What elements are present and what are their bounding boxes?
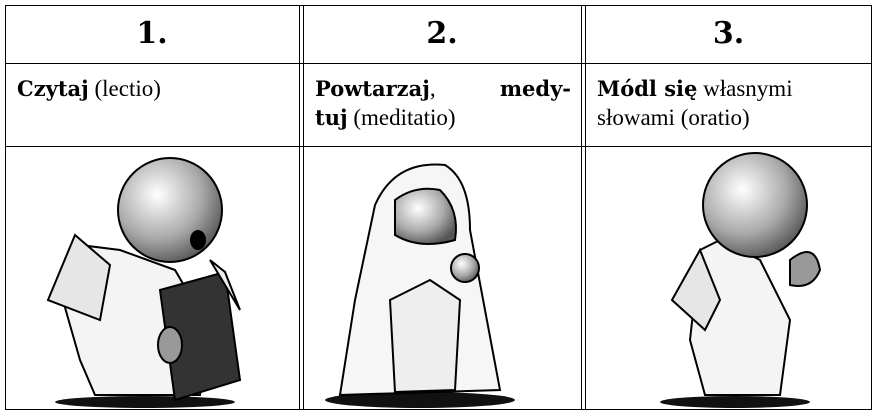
figure-reading [46,157,242,408]
cell-text: Czytaj [17,76,89,101]
col-line [303,5,304,410]
col-line [299,5,300,410]
cell-text: Powtarzaj [315,76,430,101]
header: 1. [136,16,168,51]
cell-text: (meditatio) [353,105,456,130]
row-line [5,146,872,147]
figure-praying [660,152,822,408]
cell-text: (lectio) [94,76,161,101]
col-line [581,5,582,410]
cell-text: Módl się [597,76,698,101]
cell-text: własnymi [703,76,793,101]
line: tuj (meditatio) [315,103,571,132]
cell-text: medy- [499,76,571,101]
cell: Powtarzaj, medy- tuj (meditatio) [303,64,581,146]
header: 2. [426,16,458,51]
line: Powtarzaj, medy- [315,74,571,103]
col-line [585,5,586,410]
row-line [5,63,872,64]
cell: Módl się własnymi słowami (oratio) [585,64,872,146]
figure-meditating [325,163,515,408]
header: 3. [712,16,745,51]
line: słowami (oratio) [597,103,862,132]
cell-text: tuj [315,105,348,130]
table-border [5,5,872,410]
cell: Czytaj (lectio) [5,64,299,146]
line: Módl się własnymi [597,74,862,103]
cell-text: , [429,76,436,101]
cell-text: słowami (oratio) [597,105,750,130]
